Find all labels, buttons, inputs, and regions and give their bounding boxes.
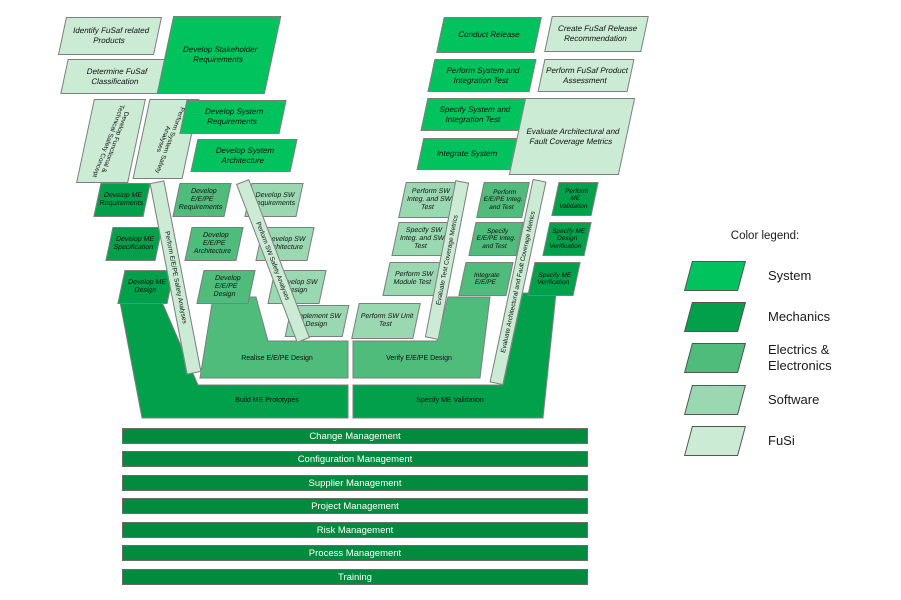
legend-row-fusi: FuSi (683, 425, 898, 457)
legend-label-mechanics: Mechanics (768, 309, 831, 325)
legend-label-fusi: FuSi (768, 433, 795, 449)
box-specify-system-integration-test: Specify System and Integration Test (420, 98, 528, 131)
legend-swatch-fusi (683, 426, 747, 456)
box-develop-eepe-design: Develop E/E/PE Design (196, 270, 256, 304)
box-perform-sw-unit-test: Perform SW Unit Test (351, 303, 421, 339)
box-develop-me-requirements: Develop ME Requirements (93, 183, 151, 217)
bar-project-management: Project Management (122, 498, 588, 514)
box-develop-me-specification: Develop ME Specification (105, 227, 163, 261)
legend-title: Color legend: (730, 230, 800, 242)
legend-row-system: System (683, 260, 898, 292)
box-specify-me-design-verification: Specify ME Design Verification (542, 222, 592, 256)
box-perform-system-integration-test: Perform System and Integration Test (427, 59, 537, 92)
legend-row-electrics: Electrics & Electronics (683, 342, 898, 374)
bar-supplier-management: Supplier Management (122, 475, 588, 491)
box-develop-eepe-architecture: Develop E/E/PE Architecture (184, 227, 244, 261)
legend-label-electrics: Electrics & Electronics (768, 342, 832, 373)
box-create-fusaf-release-recommendation: Create FuSaf Release Recommendation (544, 16, 649, 52)
box-integrate-system: Integrate System (416, 138, 518, 170)
box-conduct-release: Conduct Release (436, 17, 542, 53)
box-determine-fusaf: Determine FuSaf Classification (60, 59, 172, 94)
box-integrate-eepe: Integrate E/E/PE (458, 262, 514, 296)
legend-label-system: System (768, 268, 812, 284)
box-perform-eepe-integ-test: Perform E/E/PE Integ. and Test (476, 182, 530, 218)
bar-training: Training (122, 569, 588, 585)
bar-change-management: Change Management (122, 428, 588, 444)
box-perform-fusaf-product-assessment: Perform FuSaf Product Assessment (537, 59, 635, 92)
bar-configuration-management: Configuration Management (122, 451, 588, 467)
box-develop-eepe-requirements: Develop E/E/PE Requirements (172, 183, 232, 217)
box-develop-me-design: Develop ME Design (117, 270, 175, 304)
box-identify-fusaf: Identify FuSaf related Products (57, 17, 163, 55)
legend-row-mechanics: Mechanics (683, 301, 898, 333)
box-develop-system-architecture: Develop System Architecture (190, 139, 298, 172)
box-perform-me-validation: Perform ME Validation (551, 182, 599, 216)
box-develop-system-requirements: Develop System Requirements (179, 100, 287, 134)
legend-label-software: Software (768, 392, 820, 408)
bar-process-management: Process Management (122, 545, 588, 561)
box-evaluate-architectural-fault-coverage-metrics: Evaluate Architectural and Fault Coverag… (508, 98, 636, 175)
legend-swatch-software (683, 385, 747, 415)
box-specify-eepe-integ-test: Specify E/E/PE Integ. and Test (468, 222, 524, 256)
box-specify-me-verification: Specify ME Verification (527, 262, 581, 296)
box-develop-stakeholder-requirements: Develop Stakeholder Requirements (156, 16, 282, 94)
verify-eepe-shape (352, 296, 491, 379)
legend-row-software: Software (683, 384, 898, 416)
bar-risk-management: Risk Management (122, 522, 588, 538)
realise-eepe-shape (199, 296, 349, 379)
legend-swatch-electrics (683, 343, 747, 373)
legend-swatch-system (683, 261, 747, 291)
legend-swatch-mechanics (683, 302, 747, 332)
